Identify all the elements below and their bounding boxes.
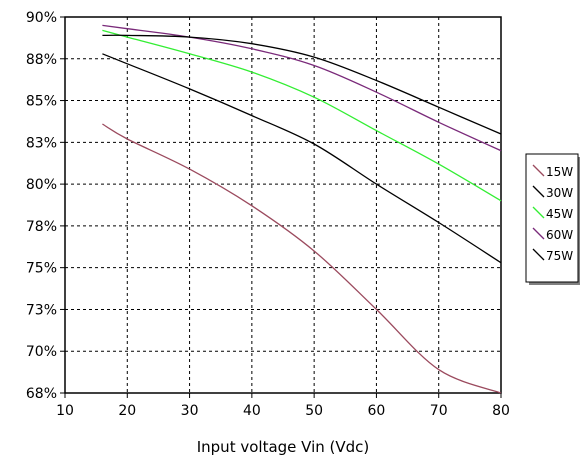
x-tick-label: 50 [305, 403, 323, 419]
x-tick-label: 10 [56, 403, 74, 419]
legend-label: 75W [546, 249, 573, 263]
grid [65, 17, 501, 393]
x-tick-label: 40 [243, 403, 261, 419]
y-tick-label: 75% [26, 261, 57, 277]
legend-swatch [532, 227, 545, 240]
series-line-15W [102, 123, 502, 394]
legend-swatch [532, 206, 545, 219]
legend: 15W 30W 45W 60W 75W [525, 153, 580, 285]
y-tick-label: 88% [26, 52, 57, 68]
x-axis-label: Input voltage Vin (Vdc) [197, 438, 370, 456]
series-layer [102, 24, 502, 394]
x-tick-label: 20 [118, 403, 136, 419]
y-tick-label: 73% [26, 302, 57, 318]
legend-label: 15W [546, 165, 573, 179]
legend-label: 60W [546, 228, 573, 242]
x-ticks: 10 20 30 40 50 60 70 80 [56, 393, 510, 419]
y-tick-label: 90% [26, 10, 57, 26]
legend-label: 45W [546, 207, 573, 221]
x-tick-label: 30 [181, 403, 199, 419]
x-tick-label: 60 [368, 403, 386, 419]
x-tick-label: 80 [492, 403, 510, 419]
legend-swatch [532, 248, 545, 261]
series-line-45W [102, 29, 502, 202]
y-ticks: 68% 70% 73% 75% 78% 80% 83% 85% 88% 90% [26, 10, 65, 402]
y-tick-label: 70% [26, 344, 57, 360]
y-tick-label: 83% [26, 135, 57, 151]
x-tick-label: 70 [430, 403, 448, 419]
legend-label: 30W [546, 186, 573, 200]
y-tick-label: 78% [26, 219, 57, 235]
legend-swatch [532, 164, 545, 177]
series-line-75W [102, 34, 502, 135]
y-tick-label: 85% [26, 94, 57, 110]
series-line-30W [102, 53, 502, 264]
legend-swatch [532, 185, 545, 198]
y-tick-label: 80% [26, 177, 57, 193]
y-tick-label: 68% [26, 386, 57, 402]
series-line-60W [102, 24, 502, 152]
legend-box [525, 153, 579, 283]
plot-frame [64, 16, 502, 394]
